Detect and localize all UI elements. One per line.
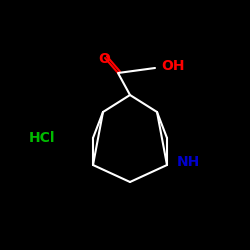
Text: NH: NH bbox=[176, 155, 200, 169]
Text: OH: OH bbox=[161, 59, 184, 73]
Text: HCl: HCl bbox=[29, 131, 55, 145]
Text: O: O bbox=[98, 52, 110, 66]
